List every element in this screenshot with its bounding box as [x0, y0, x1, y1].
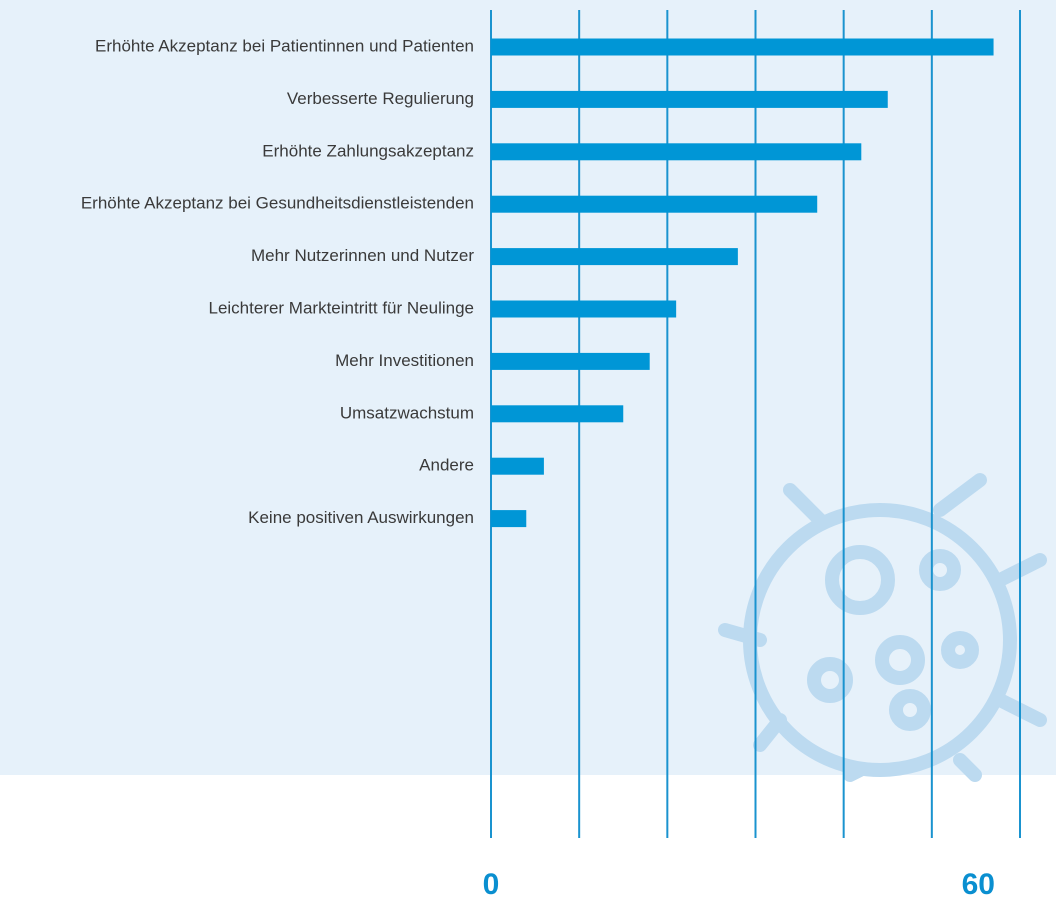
y-tick-label: Leichterer Markteintritt für Neulinge: [208, 298, 474, 317]
y-tick-label: Verbesserte Regulierung: [287, 89, 474, 108]
y-tick-label: Umsatzwachstum: [340, 403, 474, 422]
y-tick-label: Erhöhte Zahlungsakzeptanz: [262, 141, 474, 160]
y-tick-label: Mehr Nutzerinnen und Nutzer: [251, 246, 474, 265]
virus-decoration: [718, 473, 1047, 782]
bar: [491, 510, 527, 528]
bar: [491, 38, 994, 56]
bar: [491, 405, 624, 423]
x-tick-label: 60: [962, 868, 995, 901]
y-tick-label: Andere: [419, 456, 474, 475]
bar: [491, 457, 544, 475]
y-tick-label: Mehr Investitionen: [335, 351, 474, 370]
x-tick-label: 0: [483, 868, 500, 901]
y-tick-label: Erhöhte Akzeptanz bei Gesundheitsdienstl…: [81, 194, 474, 213]
bar: [491, 143, 862, 161]
bar: [491, 300, 677, 318]
bar: [491, 248, 738, 266]
y-tick-label: Keine positiven Auswirkungen: [248, 508, 474, 527]
bar: [491, 90, 888, 108]
y-tick-label: Erhöhte Akzeptanz bei Patientinnen und P…: [95, 36, 474, 55]
bar: [491, 352, 650, 370]
background-panel: [0, 0, 1056, 775]
bar: [491, 195, 818, 213]
